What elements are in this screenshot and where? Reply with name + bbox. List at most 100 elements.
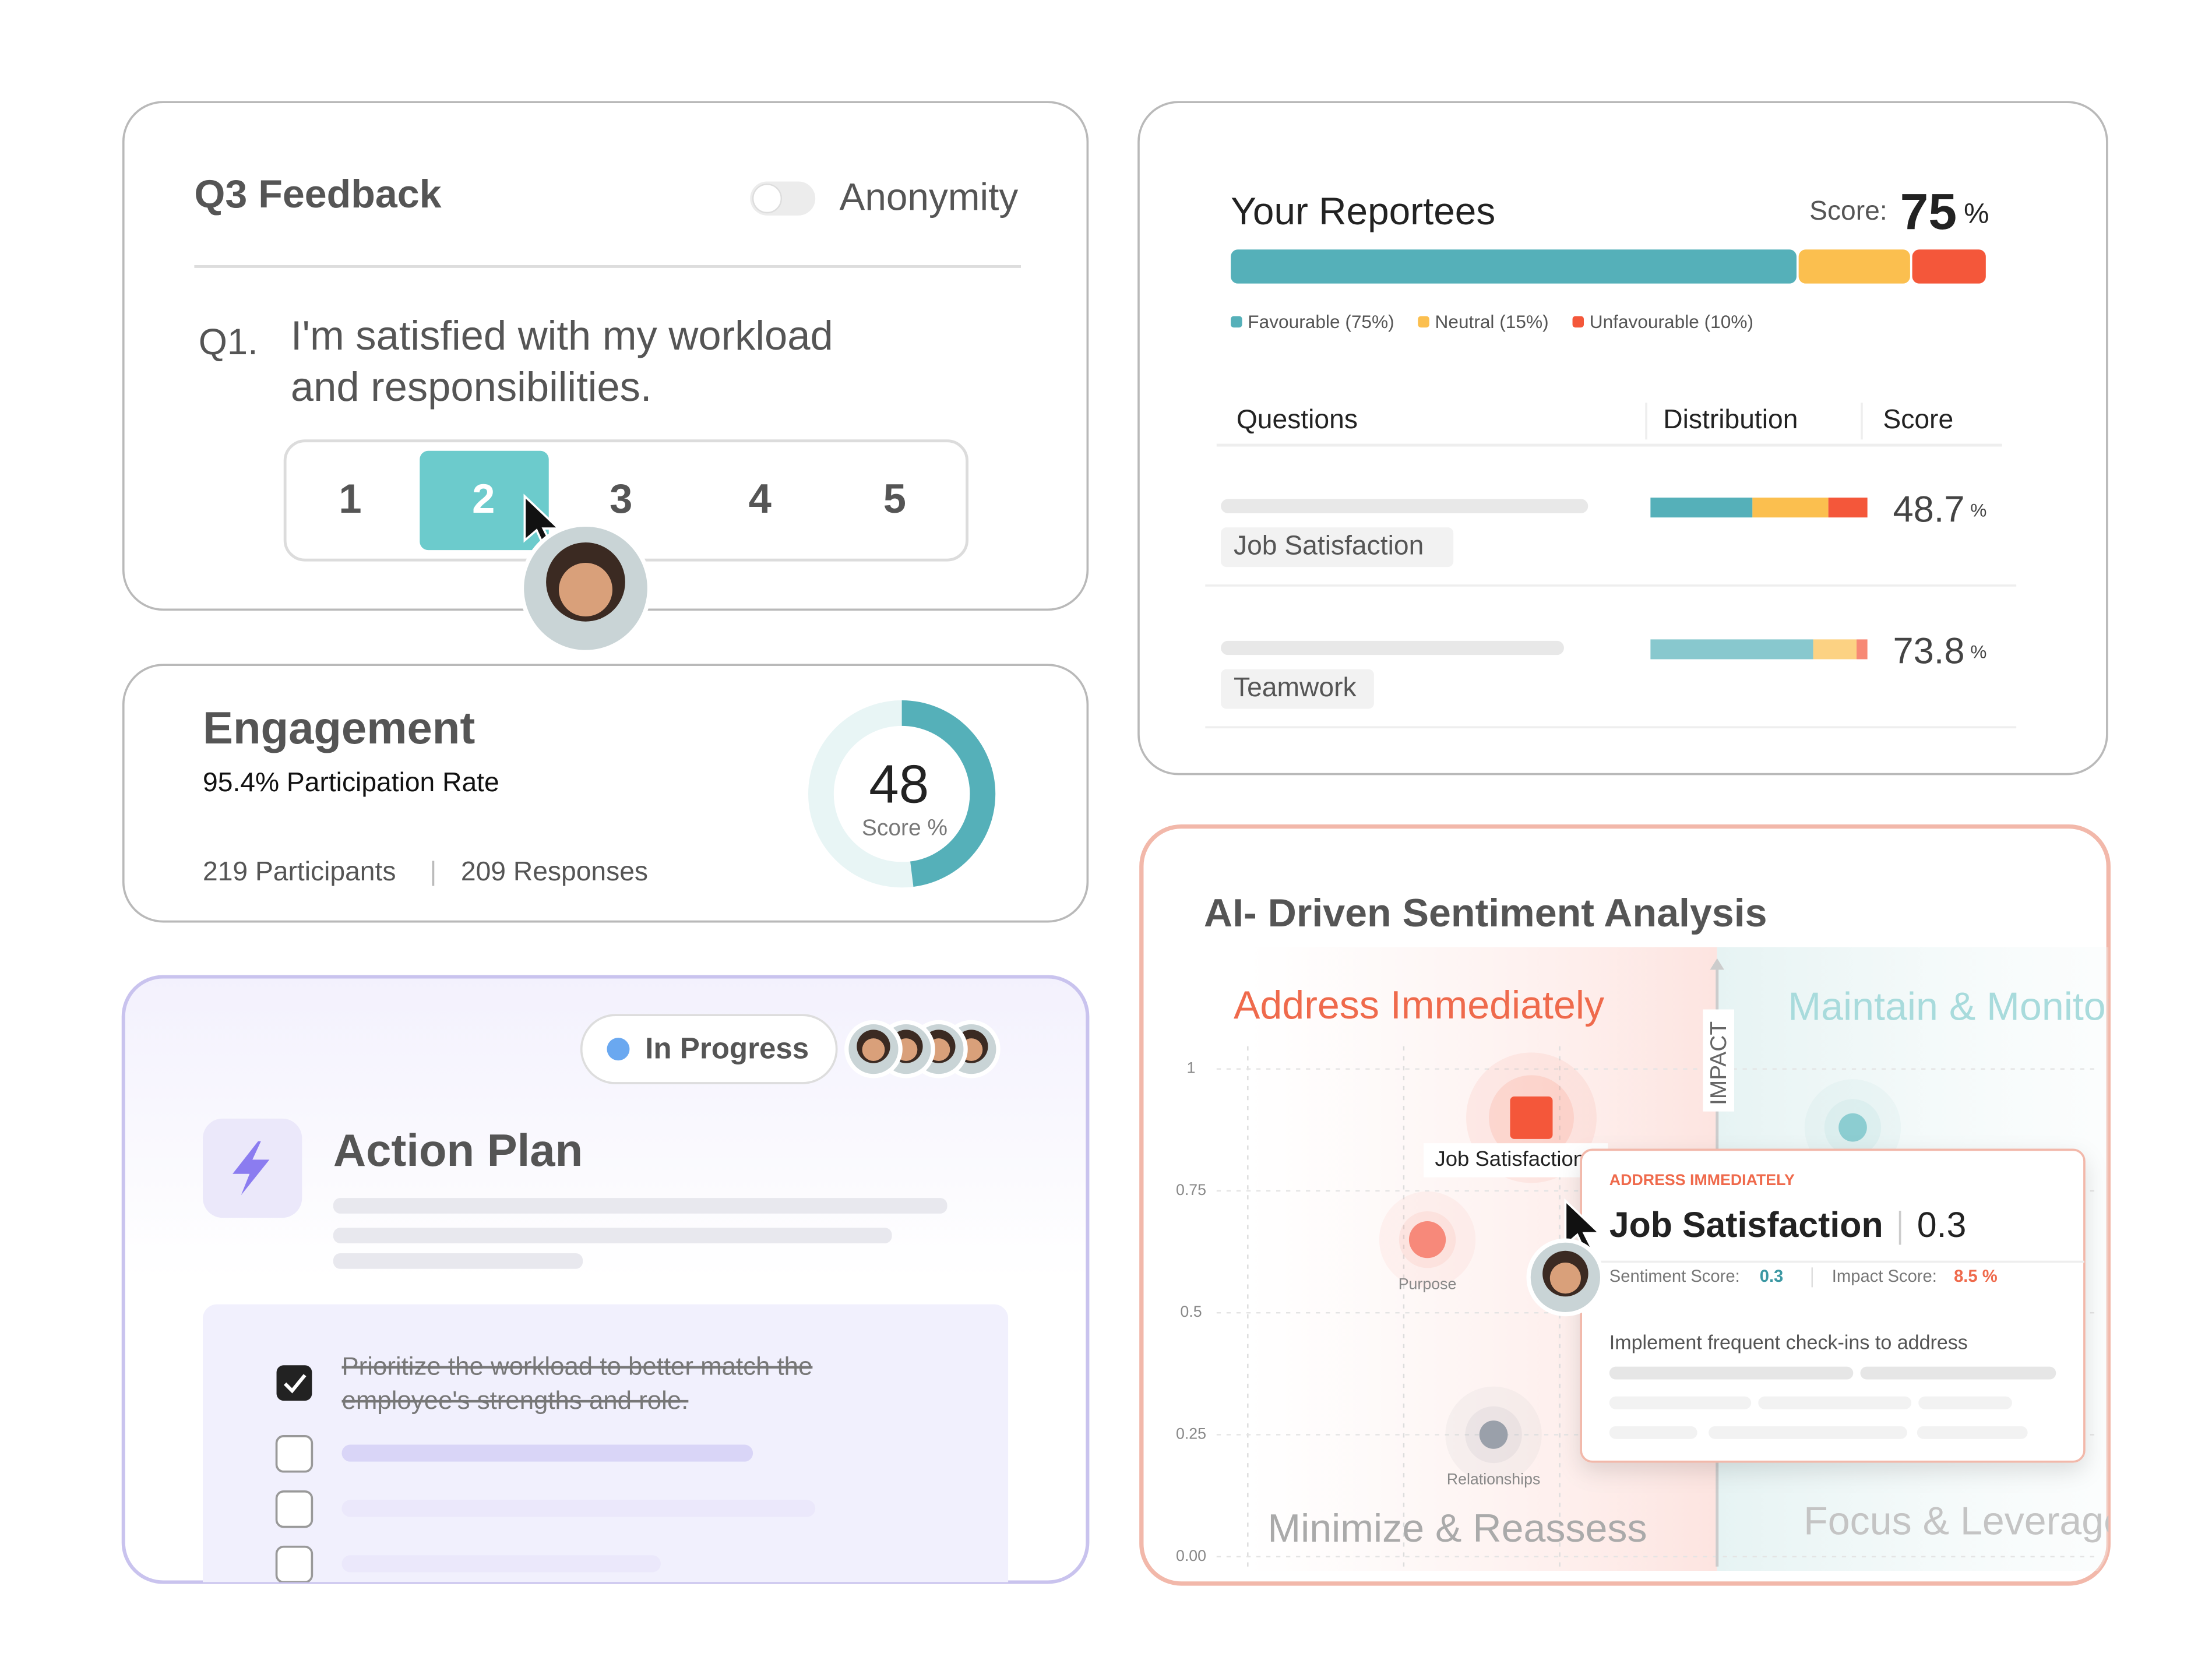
score-label: Score: [1809, 195, 1887, 225]
rating-option[interactable]: 5 [883, 475, 906, 521]
placeholder [1221, 499, 1588, 513]
row-score: 48.7% [1893, 489, 1986, 530]
distribution-segment [1752, 498, 1829, 518]
score-segment [1798, 249, 1910, 284]
quadrant-label: Maintain & Monitor [1788, 984, 2119, 1028]
legend-swatch [1572, 316, 1584, 328]
column-header: Score [1883, 404, 1953, 434]
axis-arrow [1710, 958, 1724, 970]
placeholder [1221, 640, 1564, 655]
checkbox-checked[interactable] [276, 1365, 312, 1401]
distribution-segment [1813, 639, 1857, 660]
y-tick-label: 0.25 [1176, 1425, 1206, 1443]
participants: 219 Participants [203, 856, 396, 886]
score-unit: % [1964, 198, 1989, 230]
rating-option[interactable]: 1 [339, 475, 361, 521]
placeholder [1917, 1426, 2028, 1439]
question-line: and responsibilities. [291, 364, 652, 410]
sentiment-content: AI- Driven Sentiment Analysis 1 0.75 0.5 0.2… [1176, 891, 2126, 1571]
tooltip-value: 0.3 [1917, 1205, 1967, 1245]
score-segment [1912, 249, 1986, 284]
y-tick-label: 0.5 [1180, 1303, 1202, 1320]
point-label-bg [1424, 1143, 1608, 1178]
task-text: Prioritize the workload to better match … [341, 1352, 812, 1381]
row-score-value: 48.7 [1893, 489, 1964, 530]
status-pill [580, 1014, 838, 1084]
legend-label: Unfavourable (10%) [1590, 311, 1753, 332]
placeholder [1609, 1366, 1854, 1380]
question-line: I'm satisfied with my workload [291, 312, 833, 358]
action-content: In Progress Action Plan Prioritize the wor… [203, 1014, 1009, 1582]
y-tick-label: 1 [1187, 1059, 1196, 1077]
placeholder [333, 1198, 948, 1214]
avatar [1526, 1238, 1605, 1317]
tooltip-sentiment-value: 0.3 [1760, 1267, 1784, 1286]
avatar-face [559, 563, 612, 616]
distribution-segment [1650, 498, 1753, 518]
tooltip-box [1580, 1148, 2086, 1463]
participation: 95.4% Participation Rate [203, 767, 499, 797]
status-dot [607, 1038, 630, 1061]
distribution-segment [1650, 639, 1813, 660]
tooltip: ADDRESS IMMEDIATELY Job Satisfaction 0.3 Se… [1580, 1148, 2086, 1463]
placeholder [333, 1253, 583, 1269]
toggle-knob [752, 184, 783, 214]
tooltip-recommendation: Implement frequent check-ins to address [1609, 1332, 1968, 1354]
placeholder [1758, 1396, 1912, 1409]
rating-option[interactable]: 4 [749, 475, 772, 521]
point[interactable] [1479, 1420, 1508, 1449]
tooltip-title: Job Satisfaction [1609, 1205, 1883, 1245]
question-number: Q1. [199, 322, 258, 362]
checkbox[interactable] [275, 1435, 314, 1473]
point[interactable] [1510, 1096, 1553, 1139]
quadrant-label: Address Immediately [1234, 983, 1604, 1027]
placeholder [1609, 1396, 1752, 1409]
legend-swatch [1418, 316, 1429, 328]
tooltip-impact-value: 8.5 % [1954, 1267, 1998, 1286]
point-label: Purpose [1399, 1275, 1457, 1293]
sentiment-title: AI- Driven Sentiment Analysis [1204, 891, 1767, 935]
avatar [844, 1020, 903, 1078]
responses: 209 Responses [461, 856, 648, 886]
checkbox[interactable] [275, 1545, 314, 1582]
legend-label: Neutral (15%) [1435, 311, 1549, 332]
legend-swatch [1231, 316, 1242, 328]
label-chip [1221, 527, 1454, 567]
y-tick-label: 0.00 [1176, 1547, 1206, 1564]
point-label: Relationships [1447, 1470, 1541, 1487]
avatar-face [862, 1038, 885, 1061]
point[interactable] [1838, 1113, 1867, 1142]
checkbox[interactable] [275, 1490, 314, 1528]
placeholder [333, 1228, 892, 1243]
avatar [519, 522, 652, 654]
placeholder [341, 1444, 753, 1462]
bolt-icon [233, 1141, 270, 1196]
placeholder [1860, 1366, 2056, 1380]
avatar-face [1549, 1263, 1581, 1294]
label-chip [1221, 669, 1374, 709]
tooltip-sentiment-label: Sentiment Score: [1609, 1267, 1740, 1286]
rating-selected [420, 450, 549, 551]
rating-option[interactable]: 2 [472, 475, 495, 521]
axis-label-bg [1703, 1009, 1734, 1112]
y-tick-label: 0.75 [1176, 1181, 1206, 1198]
reportees-title: Your Reportees [1231, 190, 1495, 232]
column-header: Distribution [1663, 404, 1798, 434]
quadrant-label: Minimize & Reassess [1267, 1506, 1647, 1550]
quadrant-label: Focus & Leverage [1804, 1499, 2126, 1543]
point[interactable] [1408, 1221, 1446, 1258]
placeholder [1609, 1426, 1697, 1439]
tooltip-category: ADDRESS IMMEDIATELY [1609, 1171, 1795, 1189]
status: In Progress [645, 1032, 809, 1065]
placeholder [341, 1500, 816, 1517]
rating-option[interactable]: 3 [610, 475, 632, 521]
score-value: 48 [869, 753, 929, 814]
toggle-label: Anonymity [840, 175, 1019, 218]
row-score-unit: % [1970, 500, 1986, 521]
tooltip-impact-label: Impact Score: [1832, 1267, 1937, 1286]
engagement-title: Engagement [203, 703, 475, 753]
distribution-segment [1828, 498, 1868, 518]
